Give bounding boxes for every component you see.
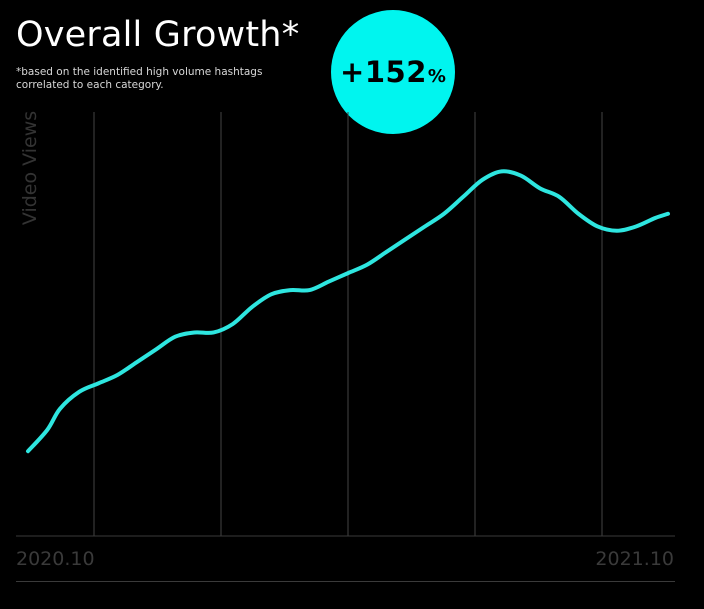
chart-title: Overall Growth* <box>16 15 300 55</box>
growth-unit: % <box>427 65 446 87</box>
footer-rule <box>16 581 675 582</box>
series-line-1 <box>26 169 670 454</box>
x-tick-label-start: 2020.10 <box>16 548 95 570</box>
chart-footnote: *based on the identified high volume has… <box>16 66 263 91</box>
x-tick-label-end: 2021.10 <box>595 548 674 570</box>
growth-value: +152 <box>340 55 427 89</box>
growth-badge: +152 % <box>331 10 455 134</box>
